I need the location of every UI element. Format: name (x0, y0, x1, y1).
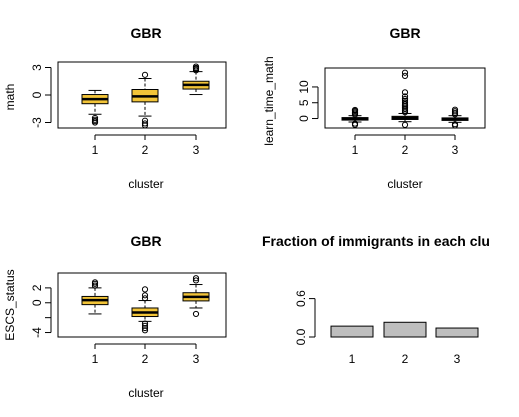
y-tick-label: 0.6 (294, 290, 308, 307)
y-tick-label: 2 (30, 284, 44, 291)
x-tick-label: 3 (193, 352, 200, 366)
bar (435, 327, 479, 338)
y-tick-label: 10 (297, 80, 311, 94)
y-tick-label: 0 (297, 115, 311, 122)
outlier-point (141, 71, 149, 78)
chart-title: GBR (130, 25, 161, 41)
x-tick-label: 3 (193, 143, 200, 157)
outlier-point (141, 120, 149, 127)
plot-frame (324, 67, 486, 129)
outlier-point (141, 324, 149, 332)
x-tick-label: 2 (142, 352, 149, 366)
y-tick-label: -4 (30, 327, 44, 338)
math-boxplot-panel: GBR cluster math -3 0 3 1 2 3 (3, 25, 227, 191)
y-tick-label: 5 (297, 99, 311, 106)
x-tick-label: 2 (402, 143, 409, 157)
outlier-point (91, 114, 99, 122)
outlier-point (141, 292, 149, 299)
outlier-point (91, 279, 99, 286)
x-axis-label: cluster (387, 177, 422, 191)
outlier-point (401, 89, 409, 96)
y-tick-label: 0 (30, 91, 44, 98)
outlier-point (451, 106, 459, 113)
outlier-point (141, 320, 149, 327)
plot-frame (57, 61, 227, 129)
x-axis-label: cluster (128, 386, 163, 400)
y-axis-label: math (3, 84, 17, 111)
x-tick-label: 3 (454, 352, 461, 366)
y-tick-label: 0 (30, 299, 44, 306)
learn-time-math-boxplot-panel: GBR cluster learn_time_math 0 5 10 1 2 3 (262, 25, 486, 191)
x-tick-label: 1 (349, 352, 356, 366)
outlier-point (141, 327, 149, 334)
outlier-point (192, 275, 200, 282)
outlier-point (141, 295, 149, 302)
y-axis-label: ESCS_status (3, 269, 17, 340)
x-tick-label: 1 (352, 143, 359, 157)
outlier-point (401, 95, 409, 103)
outlier-point (91, 119, 99, 126)
outlier-point (192, 310, 200, 318)
outlier-point (351, 121, 359, 128)
outlier-point (351, 106, 359, 114)
outlier-point (141, 122, 149, 129)
x-tick-label: 1 (92, 352, 99, 366)
outlier-point (192, 277, 200, 284)
y-axis-label: learn_time_math (262, 56, 276, 145)
outlier-point (401, 99, 409, 106)
chart-title: GBR (389, 25, 420, 41)
x-axis-label: cluster (128, 177, 163, 191)
x-tick-label: 2 (402, 352, 409, 366)
chart-title: Fraction of immigrants in each clu (262, 233, 490, 249)
chart-title: GBR (130, 233, 161, 249)
bar (383, 321, 427, 338)
escs-status-boxplot-panel: GBR cluster ESCS_status -4 0 2 1 2 3 (3, 233, 227, 400)
y-tick-label: 0.0 (294, 328, 308, 345)
outlier-point (141, 286, 149, 293)
outlier-point (401, 97, 409, 104)
x-tick-label: 2 (142, 143, 149, 157)
outlier-point (141, 117, 149, 124)
immigrant-fraction-bar-panel: Fraction of immigrants in each clu 0.0 0.… (262, 233, 490, 366)
outlier-point (401, 121, 409, 128)
outlier-point (401, 72, 409, 79)
y-tick-label: 3 (30, 64, 44, 71)
plot-frame (57, 272, 227, 338)
outlier-point (192, 63, 200, 70)
outlier-point (451, 122, 459, 129)
x-tick-label: 3 (452, 143, 459, 157)
y-tick-label: -3 (30, 117, 44, 128)
x-tick-label: 1 (92, 143, 99, 157)
bar (330, 325, 374, 338)
outlier-point (401, 69, 409, 76)
outlier-point (141, 322, 149, 329)
outlier-point (401, 93, 409, 100)
outlier-point (91, 282, 99, 289)
